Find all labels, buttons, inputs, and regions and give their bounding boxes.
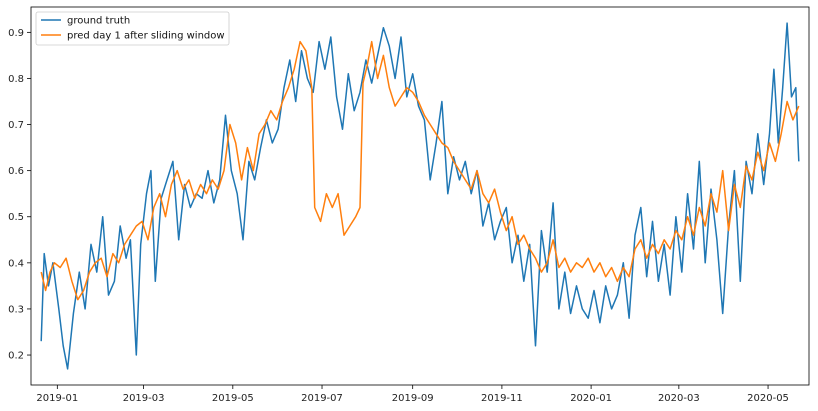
y-tick-label: 0.5: [8, 212, 24, 223]
x-tick-label: 2019-01: [36, 393, 78, 404]
x-tick-label: 2020-05: [747, 393, 789, 404]
series-line-0: [40, 22, 800, 370]
y-tick-label: 0.6: [8, 166, 24, 177]
series-lines: [40, 22, 800, 370]
legend-label-pred: pred day 1 after sliding window: [67, 31, 225, 42]
legend: ground truth pred day 1 after sliding wi…: [35, 11, 230, 46]
y-tick-label: 0.8: [8, 74, 24, 85]
x-tick-label: 2019-05: [212, 393, 254, 404]
y-tick-label: 0.4: [8, 258, 24, 269]
legend-label-ground-truth: ground truth: [67, 16, 130, 27]
y-tick-label: 0.7: [8, 120, 24, 131]
x-tick-label: 2019-03: [123, 393, 165, 404]
y-tick-label: 0.3: [8, 304, 24, 315]
series-line-1: [40, 40, 800, 301]
x-tick-label: 2020-01: [570, 393, 612, 404]
x-tick-label: 2020-03: [658, 393, 700, 404]
x-tick-label: 2019-09: [392, 393, 434, 404]
x-tick-label: 2019-07: [301, 393, 343, 404]
plot-frame: [30, 6, 810, 386]
y-tick-label: 0.2: [8, 351, 24, 362]
y-axis: 0.2 0.3 0.4 0.5 0.6 0.7 0.8 0.9: [8, 28, 31, 362]
y-tick-label: 0.9: [8, 28, 24, 39]
x-axis: 2019-01 2019-03 2019-05 2019-07 2019-09 2019-…: [36, 385, 789, 404]
legend-box: [35, 11, 230, 46]
x-tick-label: 2019-11: [481, 393, 523, 404]
